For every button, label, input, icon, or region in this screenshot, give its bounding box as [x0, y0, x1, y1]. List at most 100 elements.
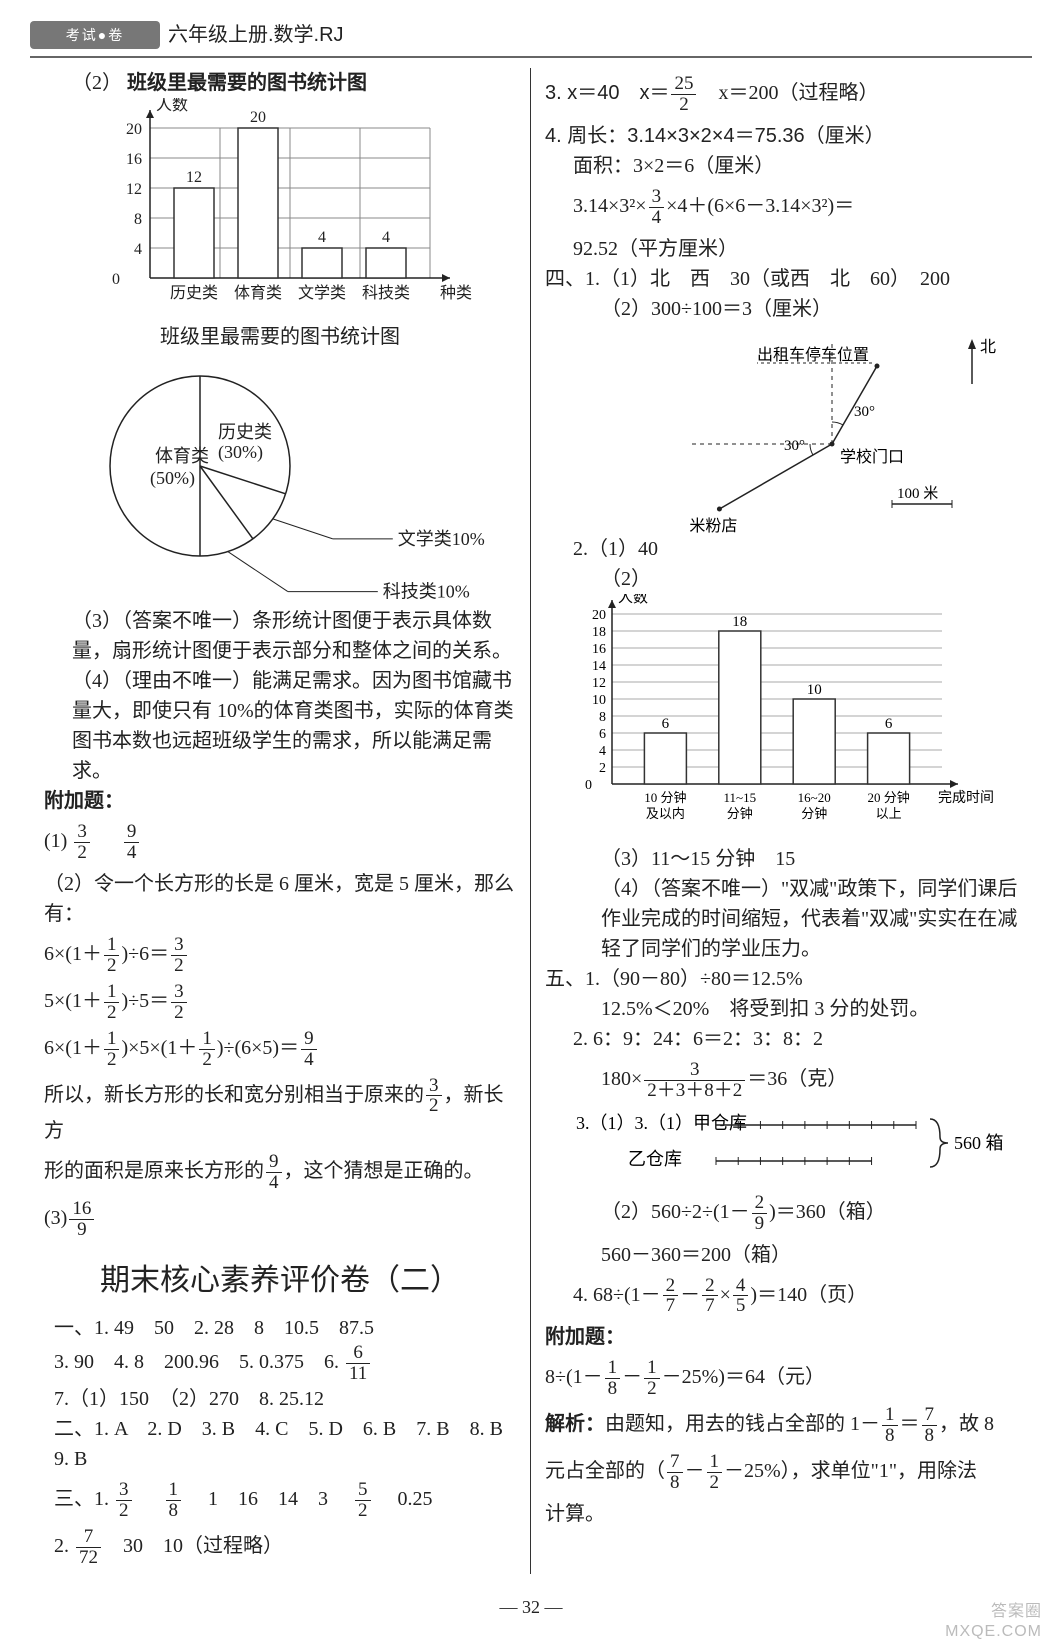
watermark-l1: 答案圈: [945, 1602, 1042, 1621]
svg-text:6: 6: [599, 727, 606, 742]
svg-text:科技类10%: 科技类10%: [383, 582, 470, 602]
right-bonus-heading: 附加题：: [545, 1322, 1018, 1352]
svg-text:16: 16: [592, 642, 606, 657]
bar-chart-2: 2468101214161820人数完成时间610 分钟及以内1811~15分钟…: [552, 594, 1012, 844]
direction-diagram: 北30°出租车停车位置30°米粉店学校门口100 米: [552, 324, 1012, 534]
bonus-2-line1: （2）令一个长方形的长是 6 厘米，宽是 5 厘米，那么有：: [44, 869, 516, 929]
svg-text:16: 16: [126, 151, 142, 168]
svg-text:14: 14: [592, 659, 606, 674]
sec4-q2-l2: （2）: [545, 564, 1018, 594]
svg-text:米粉店: 米粉店: [689, 517, 737, 534]
sec5-q3-l4: 560－360＝200（箱）: [545, 1240, 1018, 1270]
svg-text:学校门口: 学校门口: [840, 448, 904, 466]
sec5-q3-l3: （2）560÷2÷(1－29)＝360（箱）: [545, 1193, 1018, 1234]
svg-text:出租车停车位置: 出租车停车位置: [757, 346, 869, 364]
svg-text:文学类10%: 文学类10%: [398, 529, 485, 549]
bar-chart-1: 48121620人数种类12历史类20体育类4文学类4科技类0: [80, 98, 480, 318]
svg-text:560 箱: 560 箱: [954, 1133, 1004, 1153]
sec2-r1: 二、1. A 2. D 3. B 4. C 5. D 6. B 7. B 8. …: [44, 1414, 516, 1444]
right-column: 3. x＝40 x＝252 x＝200（过程略） 4. 周长：3.14×3×2×…: [531, 68, 1032, 1574]
svg-text:12: 12: [186, 169, 202, 186]
svg-text:文学类: 文学类: [298, 284, 346, 302]
r-q4-l3: 3.14×3²×34×4＋(6×6－3.14×3²)＝: [545, 187, 1018, 228]
bonus-3: (3)169: [44, 1199, 516, 1240]
bar-chart-title: 班级里最需要的图书统计图: [127, 72, 367, 94]
svg-text:4: 4: [382, 229, 390, 246]
svg-text:3.（1）3.（1）甲仓库: 3.（1）3.（1）甲仓库: [576, 1113, 747, 1133]
header-logo: 考试●卷: [30, 21, 160, 49]
svg-text:分钟: 分钟: [801, 806, 827, 821]
svg-text:20: 20: [592, 608, 606, 623]
svg-text:12: 12: [126, 181, 142, 198]
bonus-2-conc2: 形的面积是原来长方形的94，这个猜想是正确的。: [44, 1152, 516, 1193]
sec3-r1: 三、1. 32 18 1 16 14 3 52 0.25: [44, 1480, 516, 1521]
svg-text:4: 4: [599, 744, 606, 759]
page: 考试●卷 六年级上册.数学.RJ （2） 班级里最需要的图书统计图 4 8 12 16…: [0, 0, 1062, 1651]
sec4-q2-l4: （4）（答案不唯一）"双减"政策下，同学们课后作业完成的时间缩短，代表着"双减"…: [545, 874, 1018, 964]
bonus-2-eq1: 6×(1＋12)÷6＝32: [44, 935, 516, 976]
svg-text:10: 10: [592, 693, 606, 708]
exam-heading: 期末核心素养评价卷（二）: [44, 1258, 516, 1303]
bonus-2-eq2: 5×(1＋12)÷5＝32: [44, 982, 516, 1023]
svg-text:20: 20: [126, 121, 142, 138]
svg-text:4: 4: [134, 241, 142, 258]
r-q4-l1: 4. 周长：3.14×3×2×4＝75.36（厘米）: [545, 121, 1018, 151]
pie-chart: 体育类(50%)历史类(30%)文学类10%科技类10%: [60, 356, 500, 606]
svg-text:种类: 种类: [440, 284, 472, 302]
svg-text:8: 8: [134, 211, 142, 228]
svg-text:30°: 30°: [854, 404, 875, 420]
svg-text:30°: 30°: [784, 438, 805, 454]
svg-text:4: 4: [318, 229, 326, 246]
svg-text:100 米: 100 米: [897, 485, 938, 502]
r-q4-l2: 面积：3×2＝6（厘米）: [545, 151, 1018, 181]
explain-l2: 元占全部的（78－12－25%），求单位"1"，用除法: [545, 1452, 1018, 1493]
sec5-q2-l2: 180×32＋3＋8＋2＝36（克）: [545, 1060, 1018, 1101]
sec4-q2-l3: （3）11～15 分钟 15: [545, 844, 1018, 874]
svg-text:以上: 以上: [875, 806, 901, 821]
svg-text:乙仓库: 乙仓库: [628, 1149, 682, 1169]
svg-text:2: 2: [599, 761, 606, 776]
sec1-r2: 3. 90 4. 8 200.96 5. 0.375 6. 611: [44, 1343, 516, 1384]
svg-text:16~20: 16~20: [797, 790, 830, 805]
sec5-q1-l2: 12.5%＜20% 将受到扣 3 分的处罚。: [545, 994, 1018, 1024]
r-q3: 3. x＝40 x＝252 x＝200（过程略）: [545, 74, 1018, 115]
sec4-q1-l1: 四、1.（1）北 西 30（或西 北 60） 200: [545, 264, 1018, 294]
svg-text:18: 18: [592, 625, 606, 640]
svg-text:20: 20: [250, 109, 266, 126]
sec1-r3: 7.（1）150 （2）270 8. 25.12: [44, 1384, 516, 1414]
sec5-q3: 3.（1）3.（1）甲仓库乙仓库 560 箱: [545, 1107, 1018, 1187]
bonus-2-conc1: 所以，新长方形的长和宽分别相当于原来的32，新长方: [44, 1076, 516, 1147]
explain-l3: 计算。: [545, 1499, 1018, 1529]
warehouse-diagram: 3.（1）3.（1）甲仓库乙仓库 560 箱: [576, 1107, 1016, 1187]
svg-text:(50%): (50%): [150, 468, 195, 489]
page-header: 考试●卷 六年级上册.数学.RJ: [30, 20, 1032, 58]
bonus-2-eq3: 6×(1＋12)×5×(1＋12)÷(6×5)＝94: [44, 1029, 516, 1070]
q3-text: （3）（答案不唯一）条形统计图便于表示具体数量，扇形统计图便于表示部分和整体之间…: [44, 606, 516, 666]
sec4-q2-l1: 2.（1）40: [545, 534, 1018, 564]
explain-l1: 解析：由题知，用去的钱占全部的 1－18＝78，故 8: [545, 1405, 1018, 1446]
svg-text:20 分钟: 20 分钟: [867, 790, 909, 805]
svg-text:6: 6: [661, 716, 669, 732]
svg-text:历史类: 历史类: [218, 422, 272, 442]
header-label: 六年级上册.数学.RJ: [168, 20, 344, 50]
pie-chart-title: 班级里最需要的图书统计图: [44, 322, 516, 352]
sec5-q2-l1: 2. 6：9：24：6＝2：3：8：2: [545, 1024, 1018, 1054]
two-columns: （2） 班级里最需要的图书统计图 48121620人数种类12历史类20体育类4…: [30, 68, 1032, 1574]
bonus-1: (1) 32 94: [44, 822, 516, 863]
svg-text:10 分钟: 10 分钟: [644, 790, 686, 805]
q4-text: （4）（理由不唯一）能满足需求。因为图书馆藏书量大，即使只有 10%的体育类图书…: [44, 666, 516, 786]
svg-text:历史类: 历史类: [170, 284, 218, 302]
sec5-q1-l1: 五、1.（90－80）÷80＝12.5%: [545, 964, 1018, 994]
svg-text:分钟: 分钟: [726, 806, 752, 821]
sec4-q1-l2: （2）300÷100＝3（厘米）: [545, 294, 1018, 324]
svg-text:8: 8: [599, 710, 606, 725]
page-footer: — 32 —: [30, 1594, 1032, 1621]
svg-text:人数: 人数: [618, 594, 648, 606]
svg-text:0: 0: [112, 271, 120, 288]
svg-text:人数: 人数: [156, 98, 188, 114]
svg-text:10: 10: [806, 682, 821, 698]
sec3-r2: 2. 772 30 10（过程略）: [44, 1527, 516, 1568]
svg-text:完成时间: 完成时间: [938, 790, 994, 806]
sec5-q4: 4. 68÷(1－27－27×45)＝140（页）: [545, 1276, 1018, 1317]
bonus-heading: 附加题：: [44, 786, 516, 816]
